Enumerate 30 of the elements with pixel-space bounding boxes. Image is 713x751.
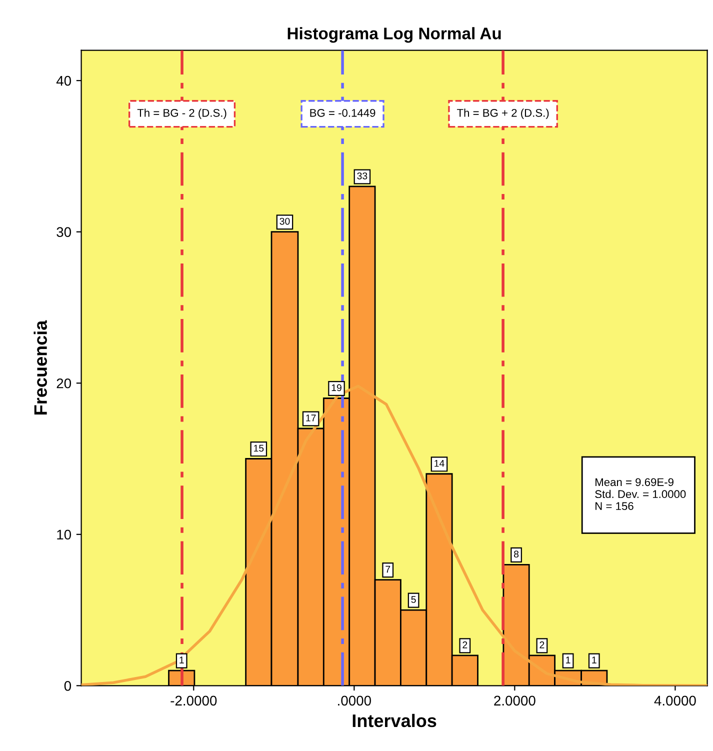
x-tick-label: -2.0000 bbox=[170, 696, 217, 706]
y-tick-label: 20 bbox=[56, 378, 72, 388]
ref-line-label: BG = -0.1449 bbox=[310, 108, 376, 117]
y-axis-title: Frecuencia bbox=[34, 320, 47, 414]
data-label: 15 bbox=[254, 444, 264, 452]
x-tick-label: 4.0000 bbox=[654, 696, 696, 706]
y-tick-label: 30 bbox=[56, 227, 72, 238]
data-label: 5 bbox=[411, 596, 416, 603]
data-label: 2 bbox=[540, 641, 544, 648]
y-tick-label: 10 bbox=[57, 530, 72, 540]
data-label: 1 bbox=[566, 656, 570, 664]
chart-title: Histograma Log Normal Au bbox=[288, 27, 501, 43]
x-tick-label: .0000 bbox=[338, 696, 371, 706]
data-label: 19 bbox=[332, 384, 342, 392]
data-label: 1 bbox=[180, 656, 184, 664]
y-tick-label: 0 bbox=[64, 680, 72, 691]
x-axis-title: Intervalos bbox=[352, 714, 436, 728]
data-label: 14 bbox=[434, 460, 444, 467]
data-label: 33 bbox=[357, 172, 368, 180]
data-label: 30 bbox=[280, 218, 290, 225]
x-tick-label: 2.0000 bbox=[494, 696, 536, 706]
annotation: Mean = 9.69E-9 Std. Dev. = 1.0000 N = 156 bbox=[595, 478, 686, 510]
y-tick-label: 40 bbox=[56, 76, 72, 86]
data-label: 2 bbox=[462, 641, 468, 648]
ref-line-label: Th = BG - 2 (D.S.) bbox=[137, 108, 226, 120]
data-label: 1 bbox=[592, 656, 596, 664]
data-label: 8 bbox=[514, 550, 519, 558]
data-label: 7 bbox=[386, 566, 390, 573]
data-label: 17 bbox=[306, 414, 316, 422]
ref-line-label: Th = BG + 2 (D.S.) bbox=[456, 108, 549, 120]
